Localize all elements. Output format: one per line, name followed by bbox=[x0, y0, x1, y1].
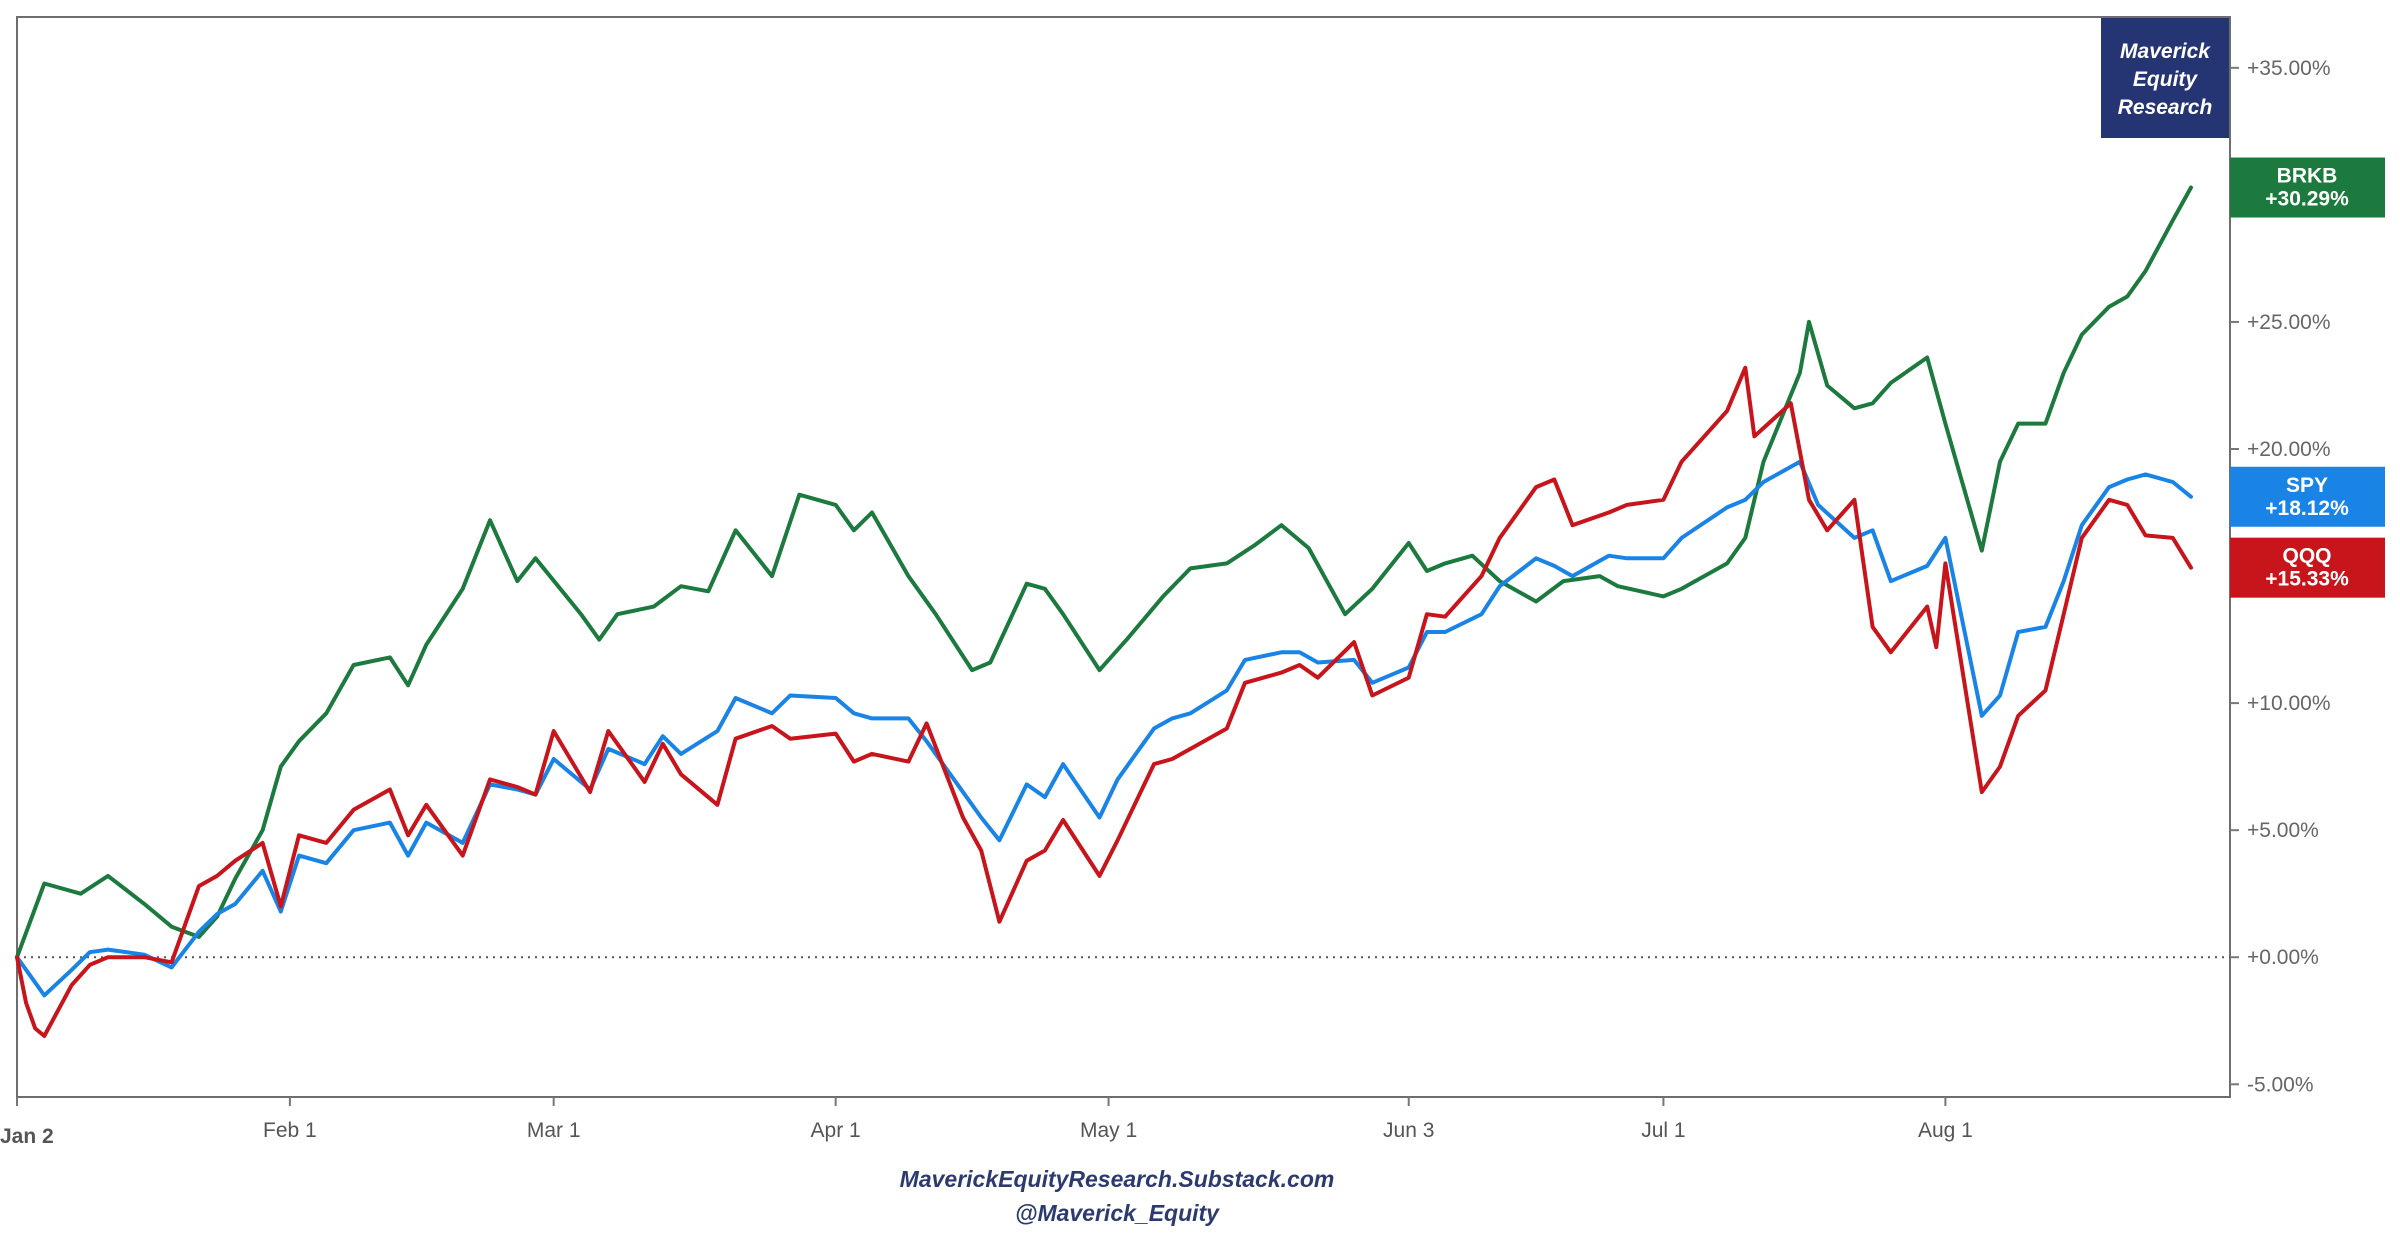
badge-spy-value: +18.12% bbox=[2265, 497, 2349, 520]
x-tick-label: May 1 bbox=[1080, 1119, 1137, 1142]
badge-qqq-value: +15.33% bbox=[2265, 568, 2349, 591]
badge-brkb-value: +30.29% bbox=[2265, 188, 2349, 211]
badge-spy-name: SPY bbox=[2286, 474, 2328, 497]
maverick-logo-box: Maverick Equity Research bbox=[2101, 18, 2229, 138]
y-tick-label: -5.00% bbox=[2247, 1073, 2314, 1096]
series-line-qqq bbox=[15, 365, 2193, 1038]
x-tick-label: Jul 1 bbox=[1641, 1119, 1685, 1142]
series-layer bbox=[15, 185, 2193, 1038]
y-axis: -5.00% +0.00% +5.00% +10.00% +20.00% +25.00% +… bbox=[2230, 57, 2331, 1096]
x-tick-label: Jun 3 bbox=[1383, 1119, 1434, 1142]
logo-box-background bbox=[2101, 18, 2229, 138]
x-tick-label: Mar 1 bbox=[527, 1119, 581, 1142]
y-tick-label: +10.00% bbox=[2247, 692, 2331, 715]
value-badges: BRKB+30.29% SPY+18.12% QQQ+15.33% bbox=[2230, 157, 2385, 598]
logo-line-3: Research bbox=[2118, 96, 2213, 119]
y-tick-label: +0.00% bbox=[2247, 946, 2319, 969]
y-tick-label: +35.00% bbox=[2247, 57, 2331, 80]
badge-qqq-name: QQQ bbox=[2282, 545, 2331, 568]
x-tick-label: Apr 1 bbox=[811, 1119, 861, 1142]
series-line-spy bbox=[15, 459, 2193, 998]
x-tick-label: Feb 1 bbox=[263, 1119, 317, 1142]
footer-substack-url: MaverickEquityResearch.Substack.com bbox=[899, 1166, 1335, 1192]
footer-twitter-handle: @Maverick_Equity bbox=[1015, 1200, 1219, 1226]
badge-brkb-name: BRKB bbox=[2277, 165, 2338, 188]
series-line-brkb bbox=[15, 185, 2193, 960]
x-axis: Jan 2 Feb 1 Mar 1 Apr 1 May 1 Jun 3 Jul 1 Aug 1 bbox=[0, 1097, 1973, 1148]
badge-qqq-background bbox=[2230, 537, 2385, 598]
x-tick-label: Aug 1 bbox=[1918, 1119, 1973, 1142]
badge-spy-background bbox=[2230, 466, 2385, 527]
plot-area-border bbox=[16, 16, 2231, 1098]
y-tick-label: +25.00% bbox=[2247, 311, 2331, 334]
x-tick-label: Jan 2 bbox=[0, 1125, 54, 1148]
badge-brkb-background bbox=[2230, 157, 2385, 218]
logo-line-1: Maverick bbox=[2120, 40, 2211, 63]
logo-line-2: Equity bbox=[2133, 68, 2198, 91]
y-tick-label: +20.00% bbox=[2247, 438, 2331, 461]
y-tick-label: +5.00% bbox=[2247, 819, 2319, 842]
